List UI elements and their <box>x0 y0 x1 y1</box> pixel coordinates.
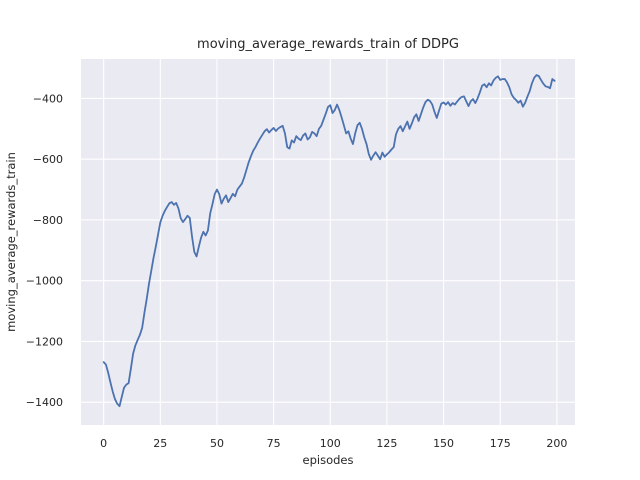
y-tick-label: −1200 <box>26 335 63 348</box>
x-tick-label: 125 <box>376 437 397 450</box>
reward-curve <box>102 74 556 408</box>
x-tick-label: 50 <box>210 437 224 450</box>
y-tick-label: −1400 <box>26 396 63 409</box>
gridlines <box>81 59 575 425</box>
x-tick-label: 0 <box>100 437 107 450</box>
y-tick-label: −600 <box>33 153 63 166</box>
chart-title: moving_average_rewards_train of DDPG <box>197 37 459 52</box>
y-tick-label: −1000 <box>26 275 63 288</box>
plot-area <box>81 59 575 425</box>
y-tick-label: −400 <box>33 92 63 105</box>
y-axis-label: moving_average_rewards_train <box>4 152 18 332</box>
x-tick-label: 175 <box>490 437 511 450</box>
x-tick-label: 75 <box>267 437 281 450</box>
x-axis-label: episodes <box>303 453 354 467</box>
x-tick-label: 100 <box>320 437 341 450</box>
y-tick-label: −800 <box>33 214 63 227</box>
y-axis-tick-labels: −400 −600 −800 −1000 −1200 −1400 <box>26 92 63 409</box>
x-tick-label: 25 <box>153 437 167 450</box>
x-tick-label: 200 <box>546 437 567 450</box>
line-series-group <box>102 74 556 408</box>
x-axis-tick-labels: 0 25 50 75 100 125 150 175 200 <box>100 437 567 450</box>
x-tick-label: 150 <box>433 437 454 450</box>
